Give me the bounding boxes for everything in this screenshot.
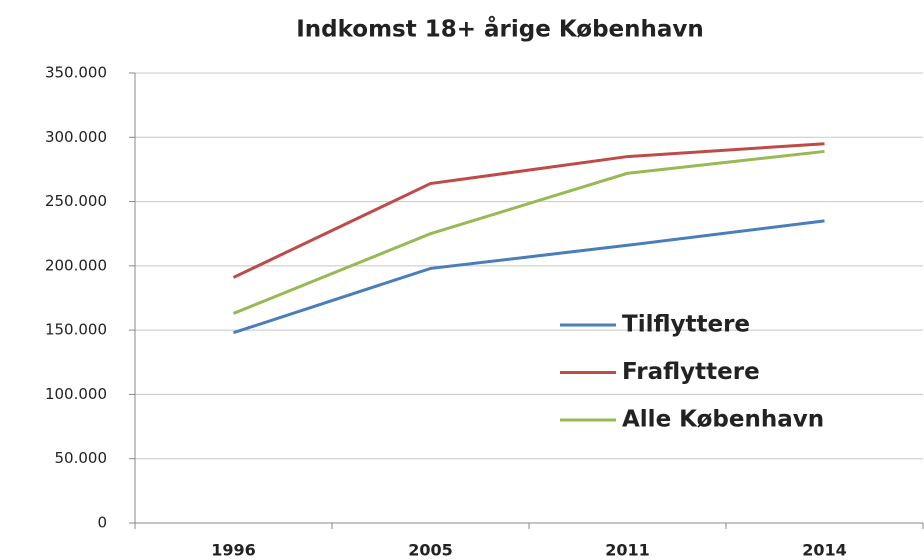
x-tick-label: 2005 (408, 541, 453, 560)
y-tick-label: 250.000 (45, 192, 107, 210)
y-tick-label: 350.000 (45, 64, 107, 82)
legend-label: Alle København (622, 407, 824, 433)
legend-label: Tilflyttere (622, 312, 750, 338)
series-line (232, 142, 825, 279)
series-line (232, 149, 825, 315)
x-tick-label: 2014 (802, 541, 847, 560)
y-tick-label: 100.000 (45, 385, 107, 403)
chart-title: Indkomst 18+ årige København (296, 16, 704, 43)
series-line (233, 219, 825, 335)
x-tick-label: 2011 (605, 541, 650, 560)
legend-label: Fraflyttere (622, 359, 760, 385)
y-tick-label: 200.000 (45, 256, 107, 274)
y-tick-label: 50.000 (55, 449, 108, 467)
y-tick-label: 300.000 (45, 128, 107, 146)
y-tick-label: 150.000 (45, 321, 107, 339)
y-tick-label: 0 (97, 514, 107, 532)
x-tick-label: 1996 (211, 541, 256, 560)
